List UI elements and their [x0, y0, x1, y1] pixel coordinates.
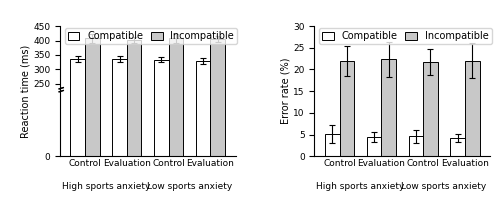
Y-axis label: Error rate (%): Error rate (%)	[280, 58, 290, 124]
Bar	[154, 60, 168, 156]
Text: High sports anxiety: High sports anxiety	[316, 182, 404, 191]
Bar	[366, 137, 382, 156]
Text: High sports anxiety: High sports anxiety	[62, 182, 150, 191]
Bar	[85, 38, 100, 156]
Bar	[408, 136, 423, 156]
Legend: Compatible, Incompatible: Compatible, Incompatible	[65, 28, 237, 44]
Bar	[168, 38, 184, 156]
Bar	[423, 62, 438, 156]
Legend: Compatible, Incompatible: Compatible, Incompatible	[320, 28, 492, 44]
Bar	[70, 59, 85, 156]
Y-axis label: Reaction time (ms): Reaction time (ms)	[20, 44, 30, 138]
Bar	[196, 61, 210, 156]
Bar	[450, 138, 465, 156]
Text: Low sports anxiety: Low sports anxiety	[147, 182, 232, 191]
Bar	[325, 134, 340, 156]
Bar	[465, 61, 479, 156]
Bar	[382, 59, 396, 156]
Bar	[112, 59, 127, 156]
Bar	[127, 40, 142, 156]
Bar	[340, 61, 354, 156]
Bar	[210, 39, 225, 156]
Text: Low sports anxiety: Low sports anxiety	[402, 182, 486, 191]
